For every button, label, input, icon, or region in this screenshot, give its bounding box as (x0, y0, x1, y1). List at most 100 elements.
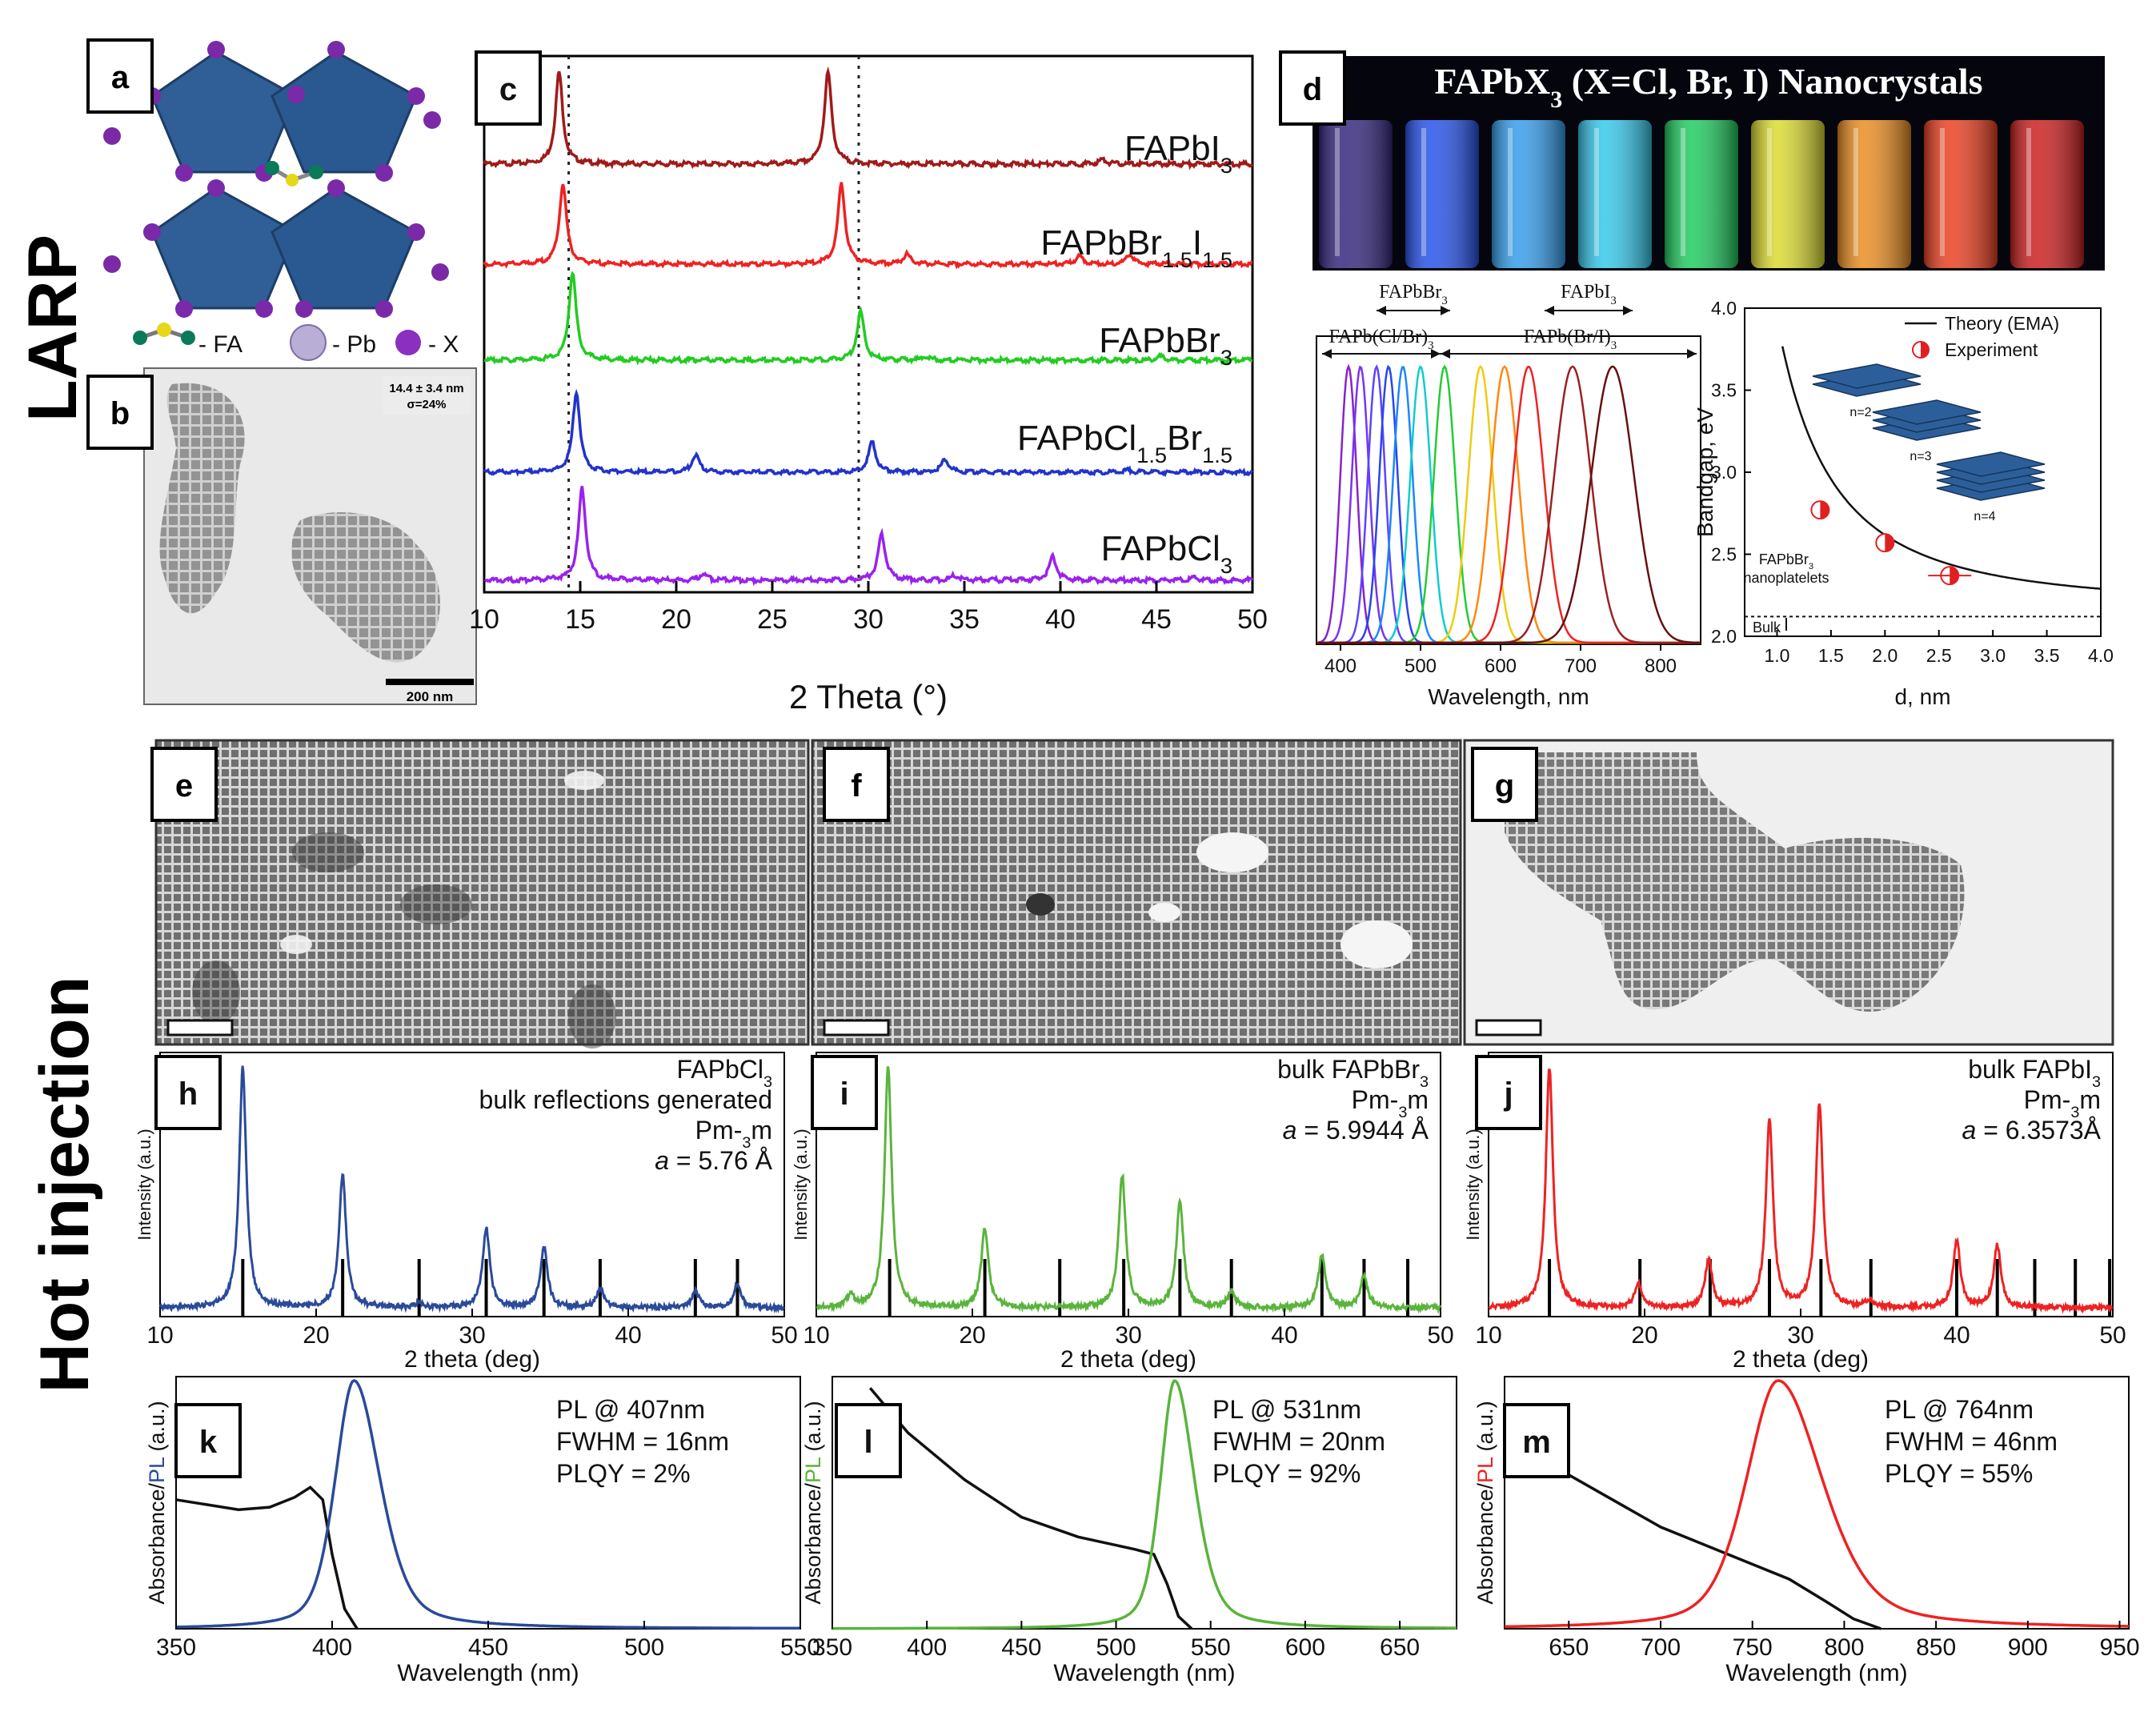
x-tick-label: 4.0 (2088, 645, 2114, 666)
annotation-lattice: a = 5.76 Å (655, 1146, 772, 1175)
arrow-label-fapbbri: FAPb(Br/I)3 (1524, 327, 1617, 352)
annotation-line: PL @ 531nm (1212, 1395, 1361, 1424)
panel-letter-m: m (1522, 1425, 1551, 1460)
panel-label-b (86, 375, 154, 450)
legend-experiment-fill (1921, 342, 1929, 358)
annotation-nanoplatelets: nanoplatelets (1743, 570, 1829, 586)
tem-aggregate-2 (291, 512, 440, 663)
photo-title: FAPbX3 (X=Cl, Br, I) Nanocrystals (1434, 61, 1982, 113)
annotation-line: PLQY = 92% (1212, 1459, 1361, 1488)
platelet-label: n=4 (1974, 510, 1995, 523)
arrow-label-fapbi3: FAPbI3 (1561, 282, 1617, 307)
y-axis-title: Absorbance/PL (a.u.) (801, 1401, 825, 1604)
vial-highlight (1508, 128, 1513, 256)
x-tick-label: 500 (1096, 1634, 1136, 1661)
series-label-FAPbCl1.5Br1.5: FAPbCl1.5Br1.5 (1017, 419, 1232, 467)
panel-letter-d: d (1303, 72, 1322, 107)
vial-highlight (1594, 128, 1599, 256)
panel-letter-i: i (840, 1076, 848, 1112)
annotation-line: bulk FAPbBr3 (1277, 1055, 1429, 1091)
panel-i-xrd-chart: 10 20 30 40 50 2 theta (deg) Intensity (a.u.) b… (791, 1052, 1454, 1373)
tem-scalebar-label: 200 nm (407, 689, 454, 704)
tem-aggregate-1 (159, 383, 245, 614)
x-tick-label: 20 (661, 604, 691, 635)
x-tick-label: 10 (146, 1322, 173, 1349)
arrow-fapbbri-head-left (1441, 349, 1450, 359)
vial-shading (1924, 120, 1998, 268)
xrd-curve (816, 1066, 1442, 1315)
series-label-FAPbBr1.5I1.5: FAPbBr1.5I1.5 (1040, 223, 1232, 272)
scalebar-e (166, 1019, 234, 1036)
annotation-line: PL @ 764nm (1885, 1395, 2034, 1424)
annotation-line: FWHM = 46nm (1885, 1427, 2058, 1456)
tem-aggregate-g (1505, 752, 1965, 1012)
panel-letter-a: a (111, 60, 130, 95)
xrd-series-FAPbBr3 (483, 271, 1253, 366)
pl-curve (832, 1379, 1457, 1630)
y-tick-label: 3.0 (1711, 462, 1737, 483)
panel-a-structure: a - FA - Pb - X (86, 38, 459, 361)
vial-shading (1665, 120, 1738, 268)
arrow-fapbbr3-head-right (1441, 306, 1450, 315)
plot-frame (159, 1052, 785, 1317)
x-tick-label: 30 (1787, 1322, 1813, 1349)
x-tick-label: 350 (812, 1634, 852, 1661)
panel-letter-f: f (851, 768, 862, 804)
legend-theory-label: Theory (EMA) (1945, 313, 2059, 334)
xrd-series-FAPbBr1.5I1.5 (483, 182, 1253, 271)
annotation-line: bulk FAPbI3 (1968, 1055, 2101, 1091)
x-tick-label: 800 (1645, 656, 1677, 677)
panel-b-tem: 14.4 ± 3.4 nm σ=24% 200 nm b (86, 367, 477, 705)
x-axis-title: Wavelength, nm (1428, 684, 1589, 709)
annotation-line: Pm-3m (2024, 1085, 2101, 1121)
annotation-line: PL @ 407nm (556, 1395, 705, 1424)
series-label-FAPbBr3: FAPbBr3 (1099, 321, 1232, 370)
x-axis-title: 2 theta (deg) (404, 1346, 540, 1373)
x-tick-label: 10 (803, 1322, 829, 1349)
theory-curve (1781, 346, 2102, 590)
experiment-point-fill (1885, 534, 1894, 552)
x-tick-label: 2.0 (1872, 645, 1898, 666)
vial-highlight (1335, 128, 1340, 256)
vial-highlight (2026, 128, 2031, 256)
vial-highlight (1767, 128, 1772, 256)
x-tick-label: 3.5 (2034, 645, 2060, 666)
arrow-fapbi3-head-left (1545, 306, 1554, 315)
x-tick-label: 30 (853, 604, 884, 635)
x-tick-label: 900 (2008, 1634, 2048, 1661)
x-tick-label: 30 (459, 1322, 485, 1349)
x-tick-label: 25 (757, 604, 787, 635)
x-tick-label: 650 (1549, 1634, 1589, 1661)
legend-x: - X (428, 331, 459, 358)
x-tick-label: 40 (1943, 1322, 1970, 1349)
annotation-lattice: a = 5.9944 Å (1283, 1116, 1429, 1145)
y-axis-title: Intensity (a.u.) (134, 1129, 154, 1240)
panel-label-j (1475, 1055, 1542, 1130)
plot-frame (1504, 1376, 2130, 1630)
panel-label-a (86, 38, 154, 114)
panel-letter-g: g (1495, 768, 1514, 804)
nanoplatelet-layer (1936, 451, 2046, 477)
y-axis-title: Intensity (a.u.) (1463, 1129, 1483, 1240)
panel-g-tem: g (1463, 739, 2114, 1046)
x-axis-title: d, nm (1894, 684, 1950, 709)
experiment-point-fill (1820, 501, 1829, 519)
x-tick-label: 600 (1485, 656, 1517, 677)
x-tick-label: 45 (1141, 604, 1172, 635)
y-axis-title: Intensity (a.u.) (791, 1129, 811, 1240)
absorbance-curve (175, 1485, 359, 1630)
annotation-line: Pm-3m (1352, 1085, 1429, 1121)
vial-shading (1492, 120, 1565, 268)
arrow-fapbbri-head-right (1687, 349, 1697, 359)
panel-j-xrd-chart: 10 20 30 40 50 2 theta (deg) Intensity (a.u.) b… (1463, 1052, 2126, 1373)
vial-shading (2010, 120, 2084, 268)
annotation-line: bulk reflections generated (479, 1085, 772, 1114)
arrow-label-fapbclbr: FAPb(Cl/Br)3 (1328, 327, 1433, 352)
x-tick-label: 500 (624, 1634, 664, 1661)
panel-letter-j: j (1503, 1076, 1513, 1112)
y-axis-title: Absorbance/PL (a.u.) (1473, 1401, 1497, 1604)
panel-label-i (811, 1055, 878, 1130)
absorbance-curve (868, 1387, 1193, 1630)
